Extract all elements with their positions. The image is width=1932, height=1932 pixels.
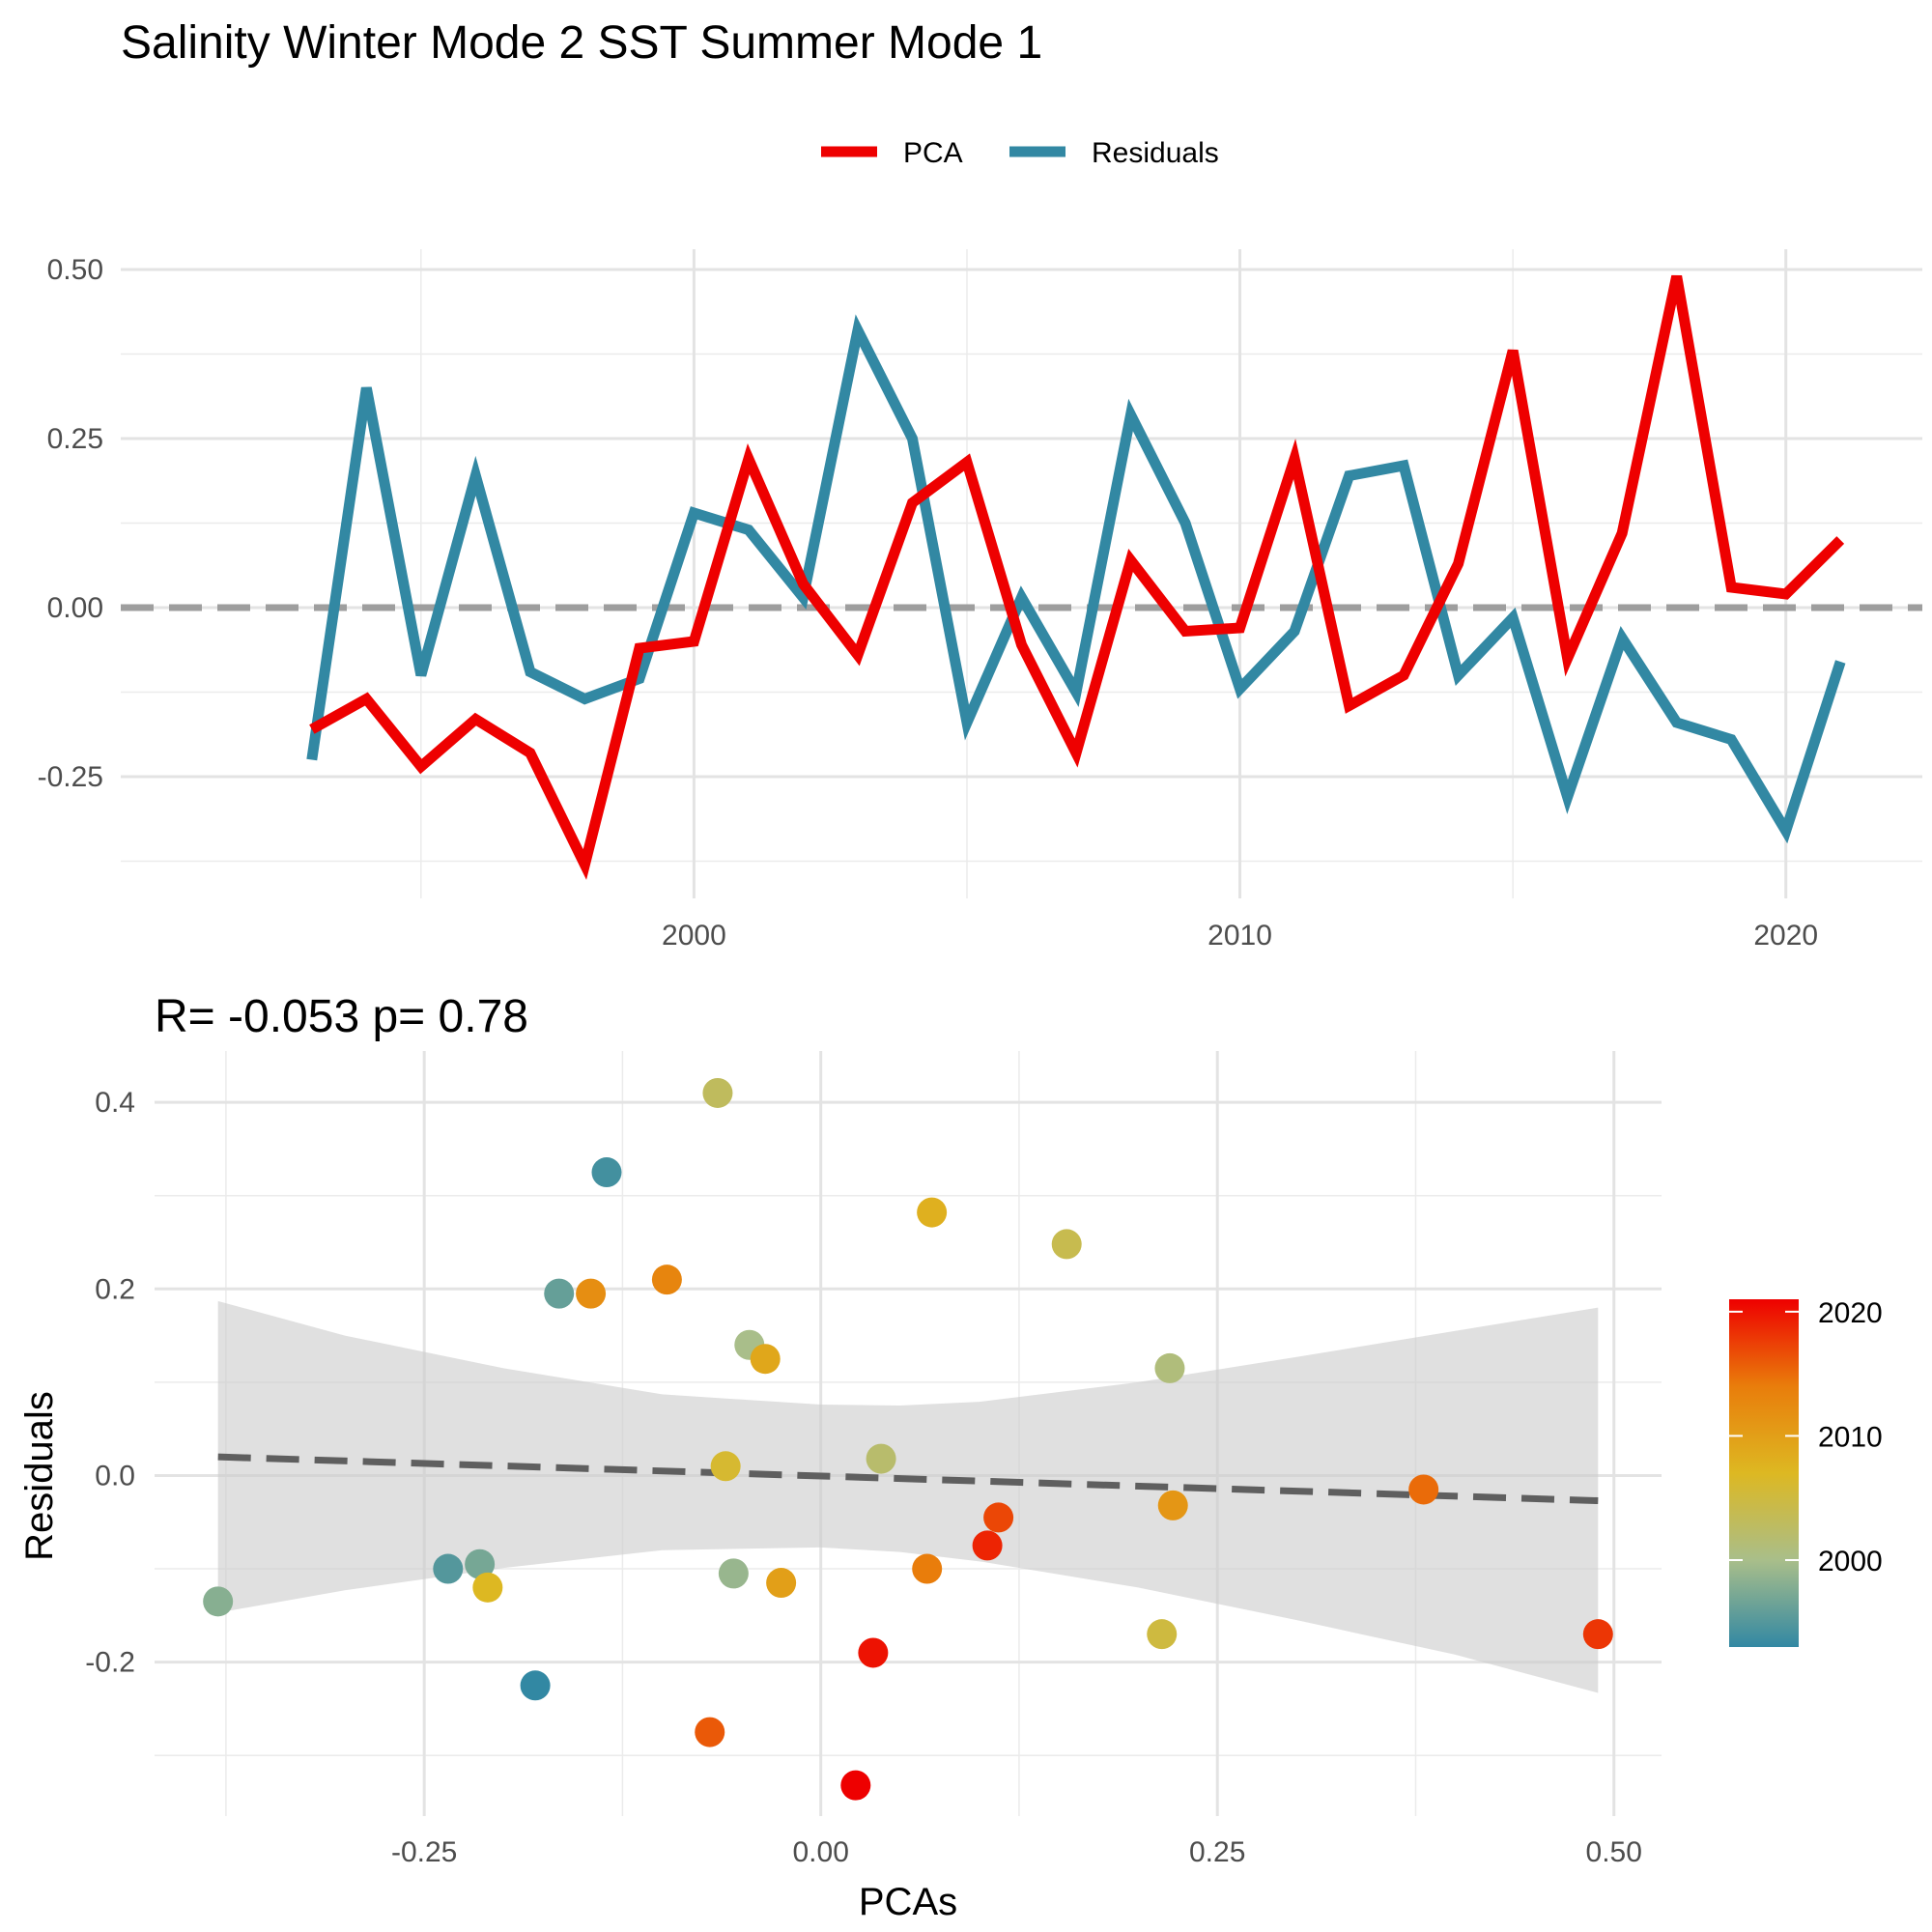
confidence-band: [217, 1300, 1599, 1693]
scatter-point: [972, 1530, 1003, 1561]
timeseries-axes: 2000 2010 2020 0.50 0.25 0.00 -0.25: [38, 254, 1818, 952]
scatter-confidence-band: [217, 1300, 1599, 1693]
scatter-trend: [217, 1453, 1599, 1505]
trend-line: [217, 1453, 1599, 1505]
scatter-point: [917, 1197, 948, 1228]
scatter-axes: -0.25 0.00 0.25 0.50 0.4 0.2 0.0 -0.2: [85, 1087, 1642, 1868]
correlation-subtitle: R= -0.053 p= 0.78: [155, 991, 528, 1042]
colorbar-tick-label: 2020: [1818, 1297, 1883, 1329]
colorbar-gradient: [1729, 1299, 1799, 1647]
scatter-point: [433, 1553, 464, 1584]
scatter-point: [1051, 1229, 1082, 1260]
y-tick-label: -0.25: [38, 761, 103, 793]
scatter-point: [1408, 1474, 1439, 1505]
scatter-point: [465, 1548, 496, 1579]
scatter-points: [203, 1077, 1613, 1801]
scatter-point: [840, 1770, 871, 1801]
y-tick-label: 0.00: [47, 592, 103, 624]
scatter-point: [591, 1157, 622, 1188]
scatter-point: [912, 1553, 943, 1584]
y-tick-label: -0.2: [85, 1647, 135, 1679]
scatter-point: [718, 1558, 749, 1589]
y-tick-label: 0.50: [47, 254, 103, 286]
scatter-point: [1157, 1490, 1188, 1520]
legend-label-pca: PCA: [903, 137, 963, 169]
scatter-point: [576, 1278, 607, 1309]
y-tick-label: 0.25: [47, 423, 103, 455]
x-tick-label: 0.00: [792, 1836, 848, 1868]
scatter-point: [710, 1451, 741, 1482]
scatter-point: [858, 1637, 889, 1668]
colorbar-tick-label: 2010: [1818, 1421, 1883, 1453]
timeseries-lines: [306, 274, 1846, 880]
scatter-point: [203, 1586, 234, 1617]
timeseries-grid: [121, 249, 1922, 898]
scatter-point: [766, 1568, 797, 1599]
y-tick-label: 0.0: [95, 1460, 135, 1492]
x-tick-label: 0.25: [1189, 1836, 1245, 1868]
x-tick-label: 2000: [662, 920, 726, 952]
x-tick-label: 2020: [1753, 920, 1818, 952]
legend-label-residuals: Residuals: [1092, 137, 1219, 169]
x-tick-label: 0.50: [1586, 1836, 1642, 1868]
series-line-pca: [309, 274, 1845, 880]
y-axis-title: Residuals: [18, 1391, 61, 1561]
scatter-point: [651, 1264, 682, 1295]
scatter-point: [702, 1077, 733, 1108]
series-line-residuals: [306, 314, 1846, 844]
y-tick-label: 0.2: [95, 1273, 135, 1305]
scatter-point: [750, 1344, 781, 1375]
colorbar: 2020 2010 2000: [1729, 1297, 1883, 1647]
legend: PCA Residuals: [821, 137, 1219, 169]
scatter-point: [1147, 1619, 1178, 1650]
x-tick-label: 2010: [1208, 920, 1272, 952]
scatter-point: [1582, 1619, 1613, 1650]
scatter-point: [520, 1670, 551, 1701]
x-axis-title: PCAs: [859, 1881, 957, 1923]
scatter-point: [866, 1443, 896, 1474]
scatter-point: [1154, 1352, 1185, 1383]
scatter-point: [695, 1717, 725, 1747]
y-tick-label: 0.4: [95, 1087, 135, 1119]
scatter-point: [544, 1278, 575, 1309]
figure-title: Salinity Winter Mode 2 SST Summer Mode 1: [121, 17, 1042, 69]
scatter-point: [983, 1502, 1014, 1533]
scatter-point: [472, 1572, 503, 1603]
x-tick-label: -0.25: [391, 1836, 457, 1868]
colorbar-tick-label: 2000: [1818, 1546, 1883, 1577]
